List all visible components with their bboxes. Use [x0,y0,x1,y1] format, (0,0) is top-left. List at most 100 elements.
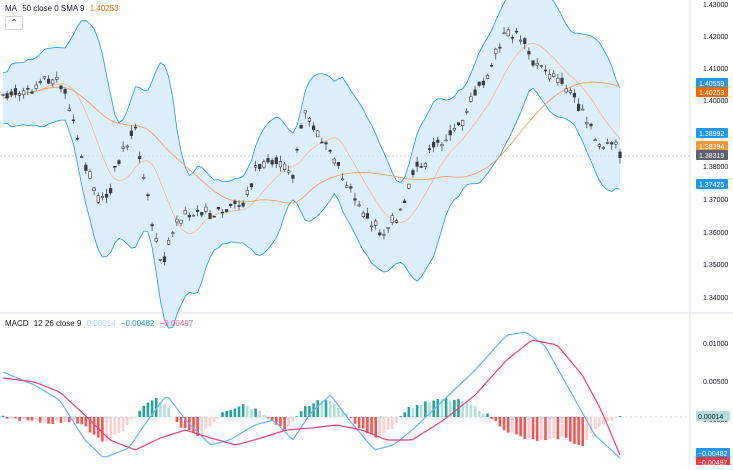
candle-body [67,108,71,111]
macd-histogram-bar [38,417,42,423]
candle-body [241,202,245,207]
candle-body [332,158,336,164]
macd-histogram-bar [560,417,564,437]
candle-body [390,215,394,223]
macd-axis-tick: 0.00500 [703,379,728,386]
macd-histogram-bar [134,417,137,418]
macd-histogram-bar [250,409,253,417]
price-tag-label: 1.40559 [699,81,724,88]
macd-histogram-bar [125,417,129,426]
candle-body [212,215,216,218]
candle-body [133,126,138,129]
macd-histogram-bar [407,406,411,417]
chevron-up-icon[interactable]: ⌃ [5,16,23,30]
macd-histogram-bar [448,400,452,417]
macd-histogram-bar [109,417,112,439]
macd-histogram-bar [519,417,522,437]
macd-histogram-bar [573,417,576,444]
candle-body [282,163,287,171]
candle-body [465,111,469,113]
price-tag [696,141,728,151]
macd-histogram-bar [341,410,344,417]
candle-body [328,150,332,152]
macd-histogram-bar [229,410,233,417]
macd-histogram-bar [577,417,580,445]
macd-histogram-bar [275,417,278,425]
macd-histogram-bar [482,413,485,417]
macd-histogram-bar [332,403,336,417]
macd-histogram-bar [105,417,108,442]
macd-histogram-bar [283,417,286,430]
macd-histogram-bar [506,417,510,433]
macd-legend[interactable]: MACD 12 26 close 9 0.00014 −0.00482 −0.0… [5,319,196,328]
macd-histogram-bar [266,417,270,419]
candle-body [394,220,398,223]
macd-histogram-bar [614,417,618,419]
macd-histogram-bar [92,417,96,435]
candle-body [17,93,22,96]
macd-histogram-bar [328,400,332,417]
candle-body [560,77,564,84]
candle-body [71,119,75,122]
macd-histogram-bar [254,408,257,417]
candle-body [34,84,38,89]
candle-body [179,219,183,224]
macd-axis-tick: 0.01000 [703,341,728,348]
candle-body [208,213,212,219]
candle-body [303,110,307,114]
candle-body [543,69,548,72]
macd-histogram-bar [411,408,415,417]
macd-value-tag-label: 0.00014 [698,414,723,421]
candle-body [444,139,448,142]
price-tag-label: 1.38319 [699,153,724,160]
candle-body [539,65,543,67]
candle-body [552,73,556,77]
candle-body [142,177,146,179]
candle-body [270,160,274,165]
macd-value-tag-label: −0.00482 [698,451,727,458]
macd-histogram-bar [212,417,216,422]
candle-body [30,91,34,94]
macd-histogram-bar [196,417,199,437]
macd-histogram-bar [308,406,311,417]
candle-body [225,209,229,212]
candle-body [610,142,614,145]
candle-body [494,48,498,55]
price-axis-tick: 1.34000 [703,295,728,302]
bollinger-basis-line [2,43,621,235]
macd-histogram-bar [43,417,46,423]
ma-legend[interactable]: MA 50 close 0 SMA 9 1.40253 [5,4,122,13]
candle-body [22,90,26,95]
macd-value-tag-label: −0.00497 [698,460,727,465]
macd-histogram-bar [159,402,162,417]
candle-body [564,88,568,93]
bollinger-fill [3,0,620,329]
macd-histogram-bar [183,417,187,429]
candle-body [311,125,316,131]
macd-histogram-bar [150,400,154,417]
macd-histogram-bar [320,401,324,417]
candle-body [171,232,175,235]
macd-histogram-bar [121,417,125,432]
macd-histogram-bar [130,417,133,420]
macd-histogram-bar [548,417,551,439]
ma-legend-params: 50 close 0 SMA 9 [22,4,85,13]
candle-body [490,64,494,67]
macd-histogram-bar [593,417,597,429]
macd-histogram-bar [382,417,386,434]
price-tag-label: 1.40253 [699,90,724,97]
candle-body [585,122,589,125]
candle-body [378,232,382,236]
candle-body [432,141,436,148]
macd-histogram-bar [142,405,146,417]
candle-body [307,117,312,122]
macd-legend-params: 12 26 close 9 [33,319,82,328]
candle-body [386,227,390,229]
candle-body [253,165,258,168]
candle-body [452,128,456,131]
macd-histogram-bar [606,417,609,422]
candle-body [55,76,59,80]
candle-body [38,81,42,83]
